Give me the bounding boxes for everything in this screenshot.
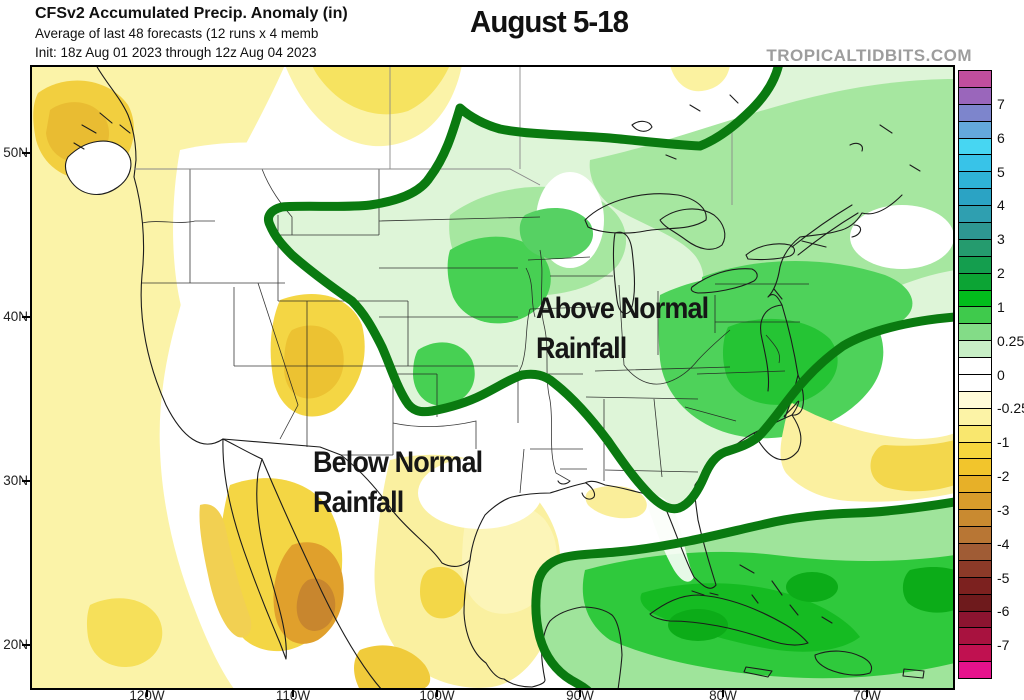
colorbar-cell [959,475,991,493]
forecast-period-title: August 5-18 [470,4,629,39]
geography-lines [65,65,925,690]
colorbar-cell [959,205,991,223]
lat-tick [22,152,30,154]
colorbar-cell [959,492,991,510]
colorbar-cell [959,272,991,290]
colorbar-cell [959,441,991,459]
colorbar-label: -4 [997,535,1010,552]
colorbar-cell [959,526,991,543]
colorbar-label: 0.25 [997,332,1024,349]
lat-tick [22,644,30,646]
colorbar-cell [959,661,991,679]
contour-tropical [531,497,955,690]
above-normal-line1: Above Normal [536,292,709,325]
colorbar-cell [959,238,991,256]
anomaly-map [30,65,955,690]
lon-tick [436,690,438,697]
colorbar-cell [959,509,991,527]
above-normal-annotation: Above Normal Rainfall [536,289,709,369]
init-time-line: Init: 18z Aug 01 2023 through 12z Aug 04… [35,45,317,60]
colorbar-cell [959,407,991,425]
colorbar-cell [959,374,991,391]
colorbar-cell [959,458,991,476]
below-normal-fill-blobs [30,65,730,690]
lat-axis-label: 50N [3,145,28,160]
anomaly-contours [264,65,955,690]
lat-tick [22,316,30,318]
colorbar-cell [959,86,991,104]
colorbar-label: -2 [997,468,1010,484]
colorbar-cell [959,103,991,121]
colorbar-cell [959,171,991,189]
colorbar-cell [959,593,991,611]
lon-tick [146,690,148,697]
colorbar-cell [959,542,991,560]
lon-tick [292,690,294,697]
lon-tick [722,690,724,697]
colorbar-cell [959,222,991,239]
contour-above-normal [264,65,955,514]
country-borders [134,65,733,205]
colorbar-cell [959,137,991,155]
colorbar-label: 4 [997,197,1005,214]
above-normal-line2: Rainfall [536,332,627,365]
colorbar-cell [959,644,991,662]
offshore-below-normal-blobs [585,403,955,519]
colorbar-cell [959,610,991,628]
below-normal-line1: Below Normal [313,446,483,479]
colorbar-label: 5 [997,163,1005,180]
lat-axis-label: 30N [3,473,28,488]
colorbar-cell [959,289,991,307]
state-borders [141,168,809,494]
chart-title: CFSv2 Accumulated Precip. Anomaly (in) [35,5,348,22]
colorbar-label: 1 [997,298,1005,315]
colorbar-label: -6 [997,603,1010,620]
colorbar-cell [959,424,991,442]
colorbar-label: -0.25 [997,400,1024,417]
chart-subtitle: Average of last 48 forecasts (12 runs x … [35,26,319,41]
colorbar-label: -3 [997,501,1010,518]
colorbar-cell [959,255,991,273]
colorbar-label: -5 [997,569,1010,586]
lat-axis-label: 40N [3,309,28,324]
colorbar-cell [959,188,991,206]
lon-tick [866,690,868,697]
watermark: TROPICALTIDBITS.COM [766,46,972,65]
colorbar-cell [959,390,991,408]
tropical-above-normal-blobs [535,494,955,690]
lat-axis-label: 20N [3,637,28,652]
colorbar-label: 3 [997,231,1005,248]
colorbar-label: 7 [997,95,1005,112]
colorbar-cell [959,306,991,324]
colorbar-cell [959,154,991,172]
below-normal-line2: Rainfall [313,486,404,519]
colorbar-label: 6 [997,129,1005,146]
anomaly-map-svg [30,65,955,690]
below-normal-annotation: Below Normal Rainfall [313,443,483,523]
above-normal-fill-blobs [268,65,955,509]
colorbar-cell [959,71,991,87]
colorbar-cell [959,627,991,645]
colorbar-cell [959,559,991,577]
colorbar-label: 0 [997,366,1005,383]
lon-tick [579,690,581,697]
colorbar-cell [959,340,991,358]
colorbar [958,70,992,679]
colorbar-cell [959,120,991,138]
colorbar-cell [959,576,991,594]
colorbar-cell [959,357,991,375]
colorbar-label: -1 [997,434,1010,451]
lat-tick [22,480,30,482]
map-border [30,65,955,690]
colorbar-label: -7 [997,637,1010,654]
colorbar-label: 2 [997,265,1005,281]
colorbar-cell [959,323,991,341]
